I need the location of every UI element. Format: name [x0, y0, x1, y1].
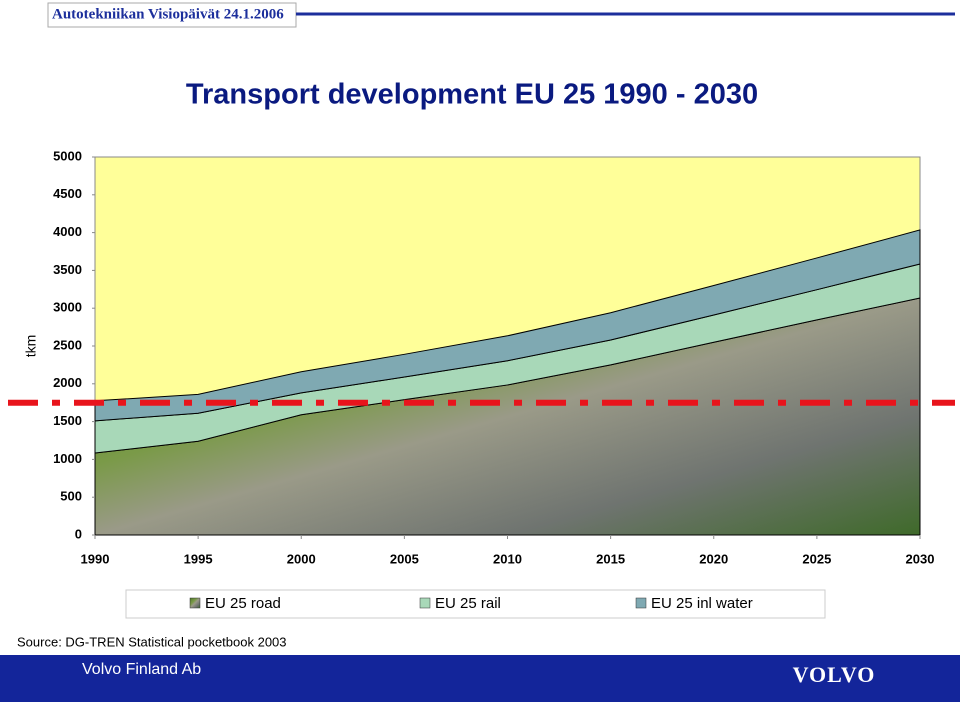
legend-swatch: [419, 597, 431, 609]
y-axis-label: tkm: [23, 335, 39, 358]
x-tick-label: 2010: [493, 551, 522, 566]
y-tick-label: 4000: [53, 224, 82, 239]
legend-label: EU 25 rail: [435, 595, 501, 612]
footer-logo: VOLVO: [793, 662, 876, 687]
x-tick-label: 2025: [802, 551, 831, 566]
x-tick-label: 2020: [699, 551, 728, 566]
legend-swatch: [635, 597, 647, 609]
y-tick-label: 0: [75, 526, 82, 541]
y-tick-label: 3500: [53, 262, 82, 277]
area: [94, 229, 921, 422]
y-tick-label: 1500: [53, 413, 82, 428]
y-tick-label: 2000: [53, 375, 82, 390]
legend-swatch: [189, 597, 201, 609]
y-tick-label: 5000: [53, 148, 82, 163]
y-tick-label: 1000: [53, 451, 82, 466]
header: Autotekniikan Visiopäivät 24.1.2006: [52, 6, 284, 22]
x-tick-label: 2015: [596, 551, 625, 566]
source: Source: DG-TREN Statistical pocketbook 2…: [17, 634, 287, 649]
footer-bar: [0, 655, 960, 702]
y-tick-label: 4500: [53, 186, 82, 201]
y-tick-label: 500: [60, 489, 82, 504]
x-tick-label: 1995: [184, 551, 213, 566]
x-tick-label: 2000: [287, 551, 316, 566]
legend-label: EU 25 road: [205, 595, 281, 612]
y-tick-label: 3000: [53, 300, 82, 315]
x-tick-label: 2030: [906, 551, 935, 566]
x-tick-label: 2005: [390, 551, 419, 566]
header-box: [47, 2, 297, 28]
legend-label: EU 25 inl water: [651, 595, 753, 612]
x-tick-label: 1990: [81, 551, 110, 566]
footer-company: Volvo Finland Ab: [82, 661, 201, 678]
chart-title: Transport development EU 25 1990 - 2030: [186, 79, 758, 111]
legend: [125, 589, 826, 619]
y-tick-label: 2500: [53, 337, 82, 352]
